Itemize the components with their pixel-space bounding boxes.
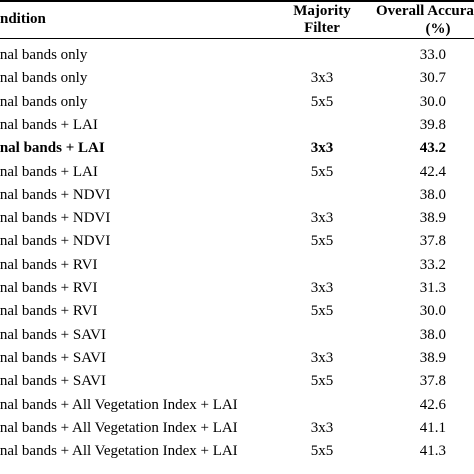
row-overall-accuracy: 37.8	[419, 233, 446, 250]
table-row: iginal bands only 5x5 30.0	[0, 91, 474, 114]
table-row: iginal bands + NDVI 5x5 37.8	[0, 230, 474, 253]
row-condition: iginal bands + LAI	[0, 116, 98, 133]
row-majority-filter: 5x5	[310, 93, 334, 110]
row-condition: iginal bands + NDVI	[0, 186, 111, 203]
row-condition: iginal bands only	[0, 70, 88, 87]
table-row: iginal bands + LAI 39.8	[0, 114, 474, 137]
row-overall-accuracy: 37.8	[419, 373, 446, 390]
header-majority-filter-line2: Filter	[304, 20, 340, 36]
table-row: iginal bands + NDVI 38.0	[0, 184, 474, 207]
header-majority-filter: Majority Filter	[286, 3, 358, 37]
row-overall-accuracy: 38.0	[419, 326, 446, 343]
row-overall-accuracy: 33.0	[419, 47, 446, 63]
row-majority-filter: 5x5	[310, 373, 334, 390]
row-condition: iginal bands + SAVI	[0, 326, 106, 343]
row-overall-accuracy: 38.9	[419, 349, 446, 366]
table-row: iginal bands + LAI 5x5 42.4	[0, 161, 474, 184]
table-row: iginal bands + All Vegetation Index + LA…	[0, 394, 474, 417]
row-overall-accuracy: 38.9	[419, 210, 446, 227]
row-majority-filter: 5x5	[310, 163, 334, 180]
row-overall-accuracy: 43.2	[419, 140, 446, 157]
row-condition: iginal bands + SAVI	[0, 349, 106, 366]
table-row: iginal bands only 3x3 30.7	[0, 67, 474, 90]
header-bottom-rule	[0, 38, 474, 39]
row-majority-filter: 3x3	[310, 140, 334, 157]
table-row: iginal bands + All Vegetation Index + LA…	[0, 417, 474, 440]
row-condition: iginal bands only	[0, 93, 88, 110]
row-overall-accuracy: 30.0	[419, 303, 446, 320]
row-majority-filter: 3x3	[310, 70, 334, 87]
row-overall-accuracy: 30.0	[419, 93, 446, 110]
row-overall-accuracy: 41.3	[419, 443, 446, 460]
row-condition: iginal bands + SAVI	[0, 373, 106, 390]
row-condition: iginal bands + LAI	[0, 163, 98, 180]
row-condition: iginal bands + All Vegetation Index + LA…	[0, 419, 238, 436]
row-condition: iginal bands + RVI	[0, 280, 98, 296]
table-row: iginal bands + RVI 5x5 30.0	[0, 300, 474, 323]
row-overall-accuracy: 38.0	[419, 186, 446, 203]
header-majority-filter-line1: Majority	[293, 3, 351, 19]
row-condition: iginal bands + RVI	[0, 256, 98, 273]
table-row: iginal bands + SAVI 38.0	[0, 324, 474, 347]
row-overall-accuracy: 31.3	[419, 280, 446, 296]
table-row: iginal bands + RVI 3x3 31.3	[0, 277, 474, 300]
row-overall-accuracy: 42.4	[419, 163, 446, 180]
row-overall-accuracy: 41.1	[419, 419, 446, 436]
row-majority-filter: 5x5	[310, 233, 334, 250]
table-row: iginal bands + SAVI 5x5 37.8	[0, 370, 474, 393]
row-majority-filter: 5x5	[310, 303, 334, 320]
table-row: iginal bands only 33.0	[0, 44, 474, 67]
row-condition: iginal bands + RVI	[0, 303, 98, 320]
header-condition: ndition	[0, 11, 46, 27]
row-condition: iginal bands + NDVI	[0, 233, 111, 250]
table-row: iginal bands + LAI 3x3 43.2	[0, 137, 474, 160]
table-row: iginal bands + SAVI 3x3 38.9	[0, 347, 474, 370]
row-overall-accuracy: 39.8	[419, 116, 446, 133]
row-majority-filter: 5x5	[310, 443, 334, 460]
row-majority-filter: 3x3	[310, 280, 334, 296]
row-condition: iginal bands + LAI	[0, 140, 105, 157]
row-overall-accuracy: 33.2	[419, 256, 446, 273]
header-overall-accuracy: Overall Accura	[376, 3, 474, 19]
row-condition: iginal bands + NDVI	[0, 210, 111, 227]
row-overall-accuracy: 30.7	[419, 70, 446, 87]
table-row: iginal bands + All Vegetation Index + LA…	[0, 440, 474, 463]
table-row: iginal bands + RVI 33.2	[0, 254, 474, 277]
row-majority-filter: 3x3	[310, 419, 334, 436]
table-top-rule	[0, 0, 474, 2]
row-condition: iginal bands + All Vegetation Index + LA…	[0, 396, 238, 413]
row-majority-filter: 3x3	[310, 349, 334, 366]
row-condition: iginal bands + All Vegetation Index + LA…	[0, 443, 238, 460]
row-condition: iginal bands only	[0, 47, 88, 63]
row-overall-accuracy: 42.6	[419, 396, 446, 413]
row-majority-filter: 3x3	[310, 210, 334, 227]
header-accuracy-unit: (%)	[425, 21, 451, 37]
table-row: iginal bands + NDVI 3x3 38.9	[0, 207, 474, 230]
